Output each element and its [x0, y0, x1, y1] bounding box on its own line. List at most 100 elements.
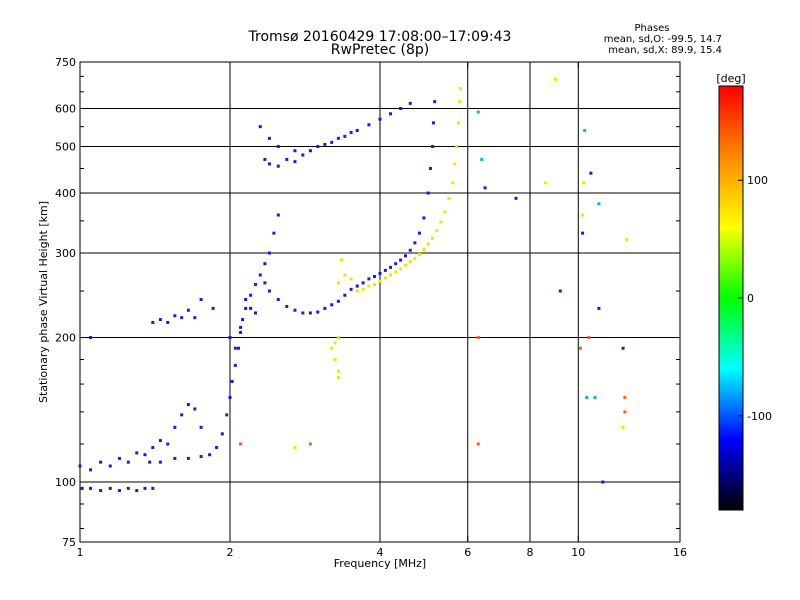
data-point-o-mode — [361, 281, 365, 285]
data-point-o-mode — [173, 314, 177, 318]
data-point-o-mode — [108, 464, 112, 468]
data-point-x-mode — [582, 181, 586, 185]
data-point-o-mode — [343, 293, 347, 297]
data-point-other — [480, 157, 484, 161]
data-point-o-mode — [89, 486, 93, 490]
data-point-o-mode — [117, 489, 121, 493]
y-tick-label: 500 — [55, 141, 76, 154]
data-point-o-mode — [323, 306, 327, 310]
data-point-o-mode — [343, 134, 347, 138]
data-point-o-mode — [193, 316, 197, 320]
data-point-o-mode — [199, 425, 203, 429]
data-point-o-mode — [417, 231, 421, 235]
y-tick-label: 300 — [55, 247, 76, 260]
data-point-x-mode — [336, 281, 340, 285]
data-point-o-mode — [601, 480, 605, 484]
data-point-o-mode — [316, 310, 320, 314]
data-point-other-red — [476, 442, 480, 446]
stats-heading: Phases — [634, 23, 669, 34]
data-point-o-mode — [426, 191, 430, 195]
data-point-x-mode — [455, 145, 459, 149]
data-point-x-mode — [333, 341, 337, 345]
data-point-o-mode — [180, 413, 184, 417]
data-point-o-mode — [244, 306, 248, 310]
data-point-x-mode — [413, 257, 417, 261]
data-point-o-mode — [267, 289, 271, 293]
data-point-other — [597, 202, 601, 206]
data-point-o-mode — [166, 320, 170, 324]
data-point-o-mode — [239, 330, 243, 334]
data-point-o-mode — [135, 451, 139, 455]
data-point-o-mode — [413, 241, 417, 245]
data-point-o-mode — [126, 486, 130, 490]
data-point-o-mode — [228, 396, 232, 400]
data-point-o-mode — [373, 275, 377, 279]
data-point-o-mode — [233, 346, 237, 350]
data-point-x-mode — [431, 236, 435, 240]
data-point-o-mode — [208, 453, 212, 457]
data-point-o-mode — [99, 460, 103, 464]
data-point-x-mode — [399, 267, 403, 271]
x-tick-label: 2 — [227, 546, 234, 559]
data-point-other — [476, 110, 480, 114]
data-point-o-mode — [301, 311, 305, 315]
data-point-o-mode — [514, 196, 518, 200]
data-point-x-mode — [330, 346, 334, 350]
data-point-o-mode — [308, 149, 312, 153]
data-point-o-mode — [241, 318, 245, 322]
data-point-o-mode — [78, 464, 82, 468]
data-point-x-mode — [553, 77, 557, 81]
data-point-x-mode — [443, 210, 447, 214]
data-point-other-red — [308, 442, 312, 446]
x-tick-label: 10 — [571, 546, 585, 559]
data-point-x-mode — [426, 242, 430, 246]
data-point-x-mode — [457, 121, 461, 125]
x-tick-label: 6 — [464, 546, 471, 559]
data-point-o-mode — [236, 346, 240, 350]
data-point-x-mode — [355, 289, 359, 293]
data-point-other — [585, 396, 589, 400]
data-point-o-mode — [403, 254, 407, 258]
data-point-o-mode — [263, 262, 267, 266]
data-point-o-mode — [336, 136, 340, 140]
y-axis-label: Stationary phase Virtual Height [km] — [37, 201, 50, 403]
data-point-o-mode — [597, 306, 601, 310]
data-point-o-mode — [239, 325, 243, 329]
data-point-o-mode — [330, 303, 334, 307]
data-point-o-mode — [166, 442, 170, 446]
x-tick-label: 8 — [527, 546, 534, 559]
data-point-x-mode — [336, 369, 340, 373]
y-tick-label: 75 — [62, 536, 76, 549]
data-point-x-mode — [349, 277, 353, 281]
data-point-o-mode — [355, 284, 359, 288]
data-point-o-mode — [367, 277, 371, 281]
data-point-x-mode — [417, 252, 421, 256]
data-point-x-mode — [581, 213, 585, 217]
data-point-o-mode — [301, 153, 305, 157]
data-point-o-mode — [151, 446, 155, 450]
data-point-x-mode — [389, 273, 393, 277]
data-point-o-mode — [399, 107, 403, 111]
data-point-x-mode — [435, 229, 439, 233]
data-point-o-mode — [408, 101, 412, 105]
data-point-o-mode — [276, 164, 280, 168]
data-point-o-mode — [285, 305, 289, 309]
data-point-other-red — [623, 410, 627, 414]
data-point-o-mode — [267, 162, 271, 166]
data-point-o-mode — [483, 186, 487, 190]
data-point-o-mode — [99, 489, 103, 493]
data-point-x-mode — [361, 287, 365, 291]
y-tick-label: 400 — [55, 187, 76, 200]
data-point-x-mode — [422, 248, 426, 252]
data-point-o-mode — [263, 281, 267, 285]
y-tick-label: 600 — [55, 103, 76, 116]
data-point-o-mode — [383, 268, 387, 272]
data-point-o-mode — [433, 100, 437, 104]
data-point-o-mode — [225, 413, 229, 417]
data-point-o-mode — [367, 123, 371, 127]
colorbar-tick-label: -100 — [747, 410, 772, 423]
data-point-o-mode — [211, 306, 215, 310]
data-point-o-mode — [263, 157, 267, 161]
data-point-o-mode — [80, 486, 84, 490]
